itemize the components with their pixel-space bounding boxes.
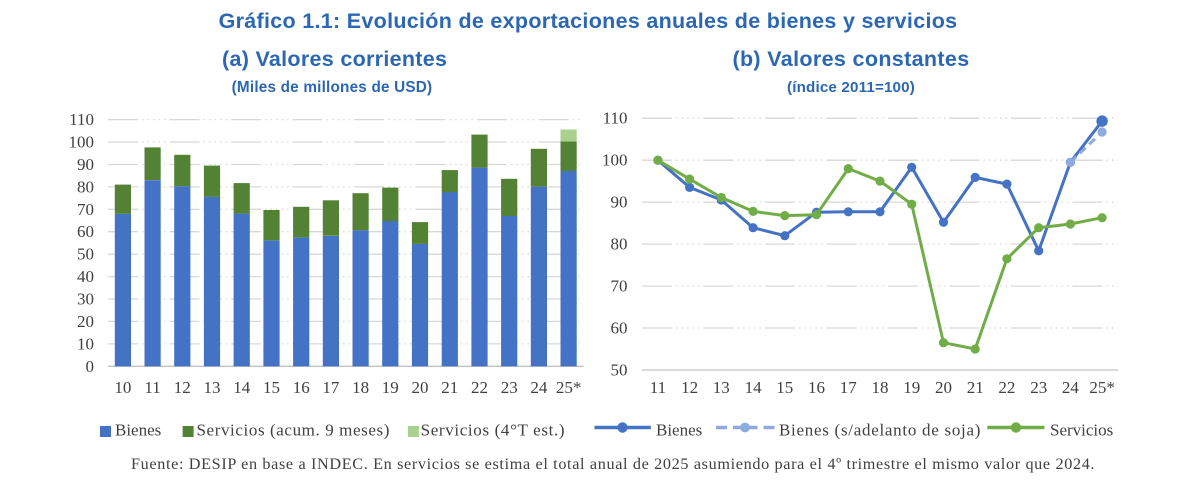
svg-text:50: 50 bbox=[77, 245, 94, 264]
svg-text:100: 100 bbox=[69, 133, 95, 152]
svg-text:25*: 25* bbox=[1089, 378, 1115, 397]
svg-text:60: 60 bbox=[77, 222, 94, 241]
svg-text:Fuente: DESIP en base a INDEC.: Fuente: DESIP en base a INDEC. En servic… bbox=[131, 455, 1095, 473]
svg-text:(b) Valores constantes: (b) Valores constantes bbox=[732, 47, 969, 71]
svg-text:50: 50 bbox=[611, 361, 628, 380]
svg-text:40: 40 bbox=[77, 267, 94, 286]
svg-text:19: 19 bbox=[903, 378, 920, 397]
svg-text:(a) Valores corrientes: (a) Valores corrientes bbox=[222, 47, 447, 71]
svg-text:0: 0 bbox=[86, 357, 95, 376]
svg-text:10: 10 bbox=[77, 334, 94, 353]
svg-text:17: 17 bbox=[840, 378, 858, 397]
svg-text:90: 90 bbox=[611, 193, 628, 212]
svg-text:11: 11 bbox=[650, 378, 666, 397]
svg-text:110: 110 bbox=[69, 110, 94, 129]
svg-text:19: 19 bbox=[382, 378, 399, 397]
svg-text:21: 21 bbox=[967, 378, 984, 397]
svg-text:Gráfico 1.1: Evolución de expo: Gráfico 1.1: Evolución de exportaciones … bbox=[219, 9, 958, 33]
svg-text:24: 24 bbox=[530, 378, 548, 397]
svg-text:80: 80 bbox=[77, 177, 94, 196]
svg-text:16: 16 bbox=[293, 378, 310, 397]
svg-text:13: 13 bbox=[713, 378, 730, 397]
svg-text:80: 80 bbox=[611, 235, 628, 254]
svg-text:20: 20 bbox=[935, 378, 952, 397]
svg-text:Bienes (s/adelanto de soja): Bienes (s/adelanto de soja) bbox=[779, 421, 981, 440]
svg-text:Servicios: Servicios bbox=[1050, 421, 1113, 440]
svg-text:18: 18 bbox=[352, 378, 369, 397]
svg-text:13: 13 bbox=[204, 378, 221, 397]
svg-text:12: 12 bbox=[174, 378, 191, 397]
svg-text:70: 70 bbox=[77, 200, 94, 219]
svg-text:17: 17 bbox=[322, 378, 340, 397]
svg-text:22: 22 bbox=[471, 378, 488, 397]
svg-text:20: 20 bbox=[77, 312, 94, 331]
svg-text:Servicios (acum. 9 meses): Servicios (acum. 9 meses) bbox=[197, 421, 390, 440]
svg-text:100: 100 bbox=[602, 151, 628, 170]
svg-text:14: 14 bbox=[745, 378, 763, 397]
svg-text:30: 30 bbox=[77, 290, 94, 309]
svg-text:25*: 25* bbox=[556, 378, 582, 397]
svg-text:24: 24 bbox=[1062, 378, 1080, 397]
svg-text:22: 22 bbox=[998, 378, 1015, 397]
svg-text:15: 15 bbox=[263, 378, 280, 397]
svg-text:110: 110 bbox=[603, 109, 628, 128]
svg-text:90: 90 bbox=[77, 155, 94, 174]
svg-text:15: 15 bbox=[776, 378, 793, 397]
svg-text:23: 23 bbox=[1030, 378, 1047, 397]
svg-text:20: 20 bbox=[412, 378, 429, 397]
svg-text:(índice 2011=100): (índice 2011=100) bbox=[787, 79, 915, 96]
svg-text:10: 10 bbox=[114, 378, 131, 397]
svg-text:18: 18 bbox=[872, 378, 889, 397]
svg-text:Bienes: Bienes bbox=[656, 421, 702, 440]
svg-text:16: 16 bbox=[808, 378, 825, 397]
svg-text:11: 11 bbox=[144, 378, 160, 397]
svg-text:70: 70 bbox=[611, 277, 628, 296]
svg-text:12: 12 bbox=[681, 378, 698, 397]
svg-text:(Miles de millones de USD): (Miles de millones de USD) bbox=[232, 79, 433, 96]
svg-text:Bienes: Bienes bbox=[115, 421, 161, 440]
svg-text:Servicios (4°T est.): Servicios (4°T est.) bbox=[421, 421, 566, 440]
svg-text:21: 21 bbox=[441, 378, 458, 397]
svg-text:60: 60 bbox=[611, 319, 628, 338]
svg-text:23: 23 bbox=[501, 378, 518, 397]
svg-text:14: 14 bbox=[233, 378, 251, 397]
